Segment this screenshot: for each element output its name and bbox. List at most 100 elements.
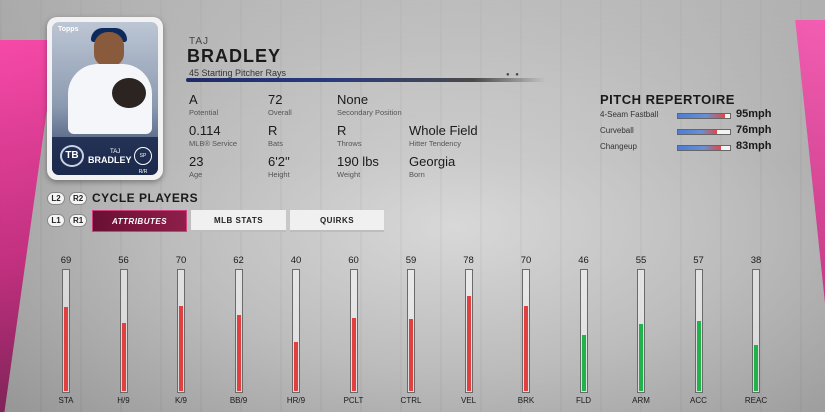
rating-bar-fill bbox=[236, 315, 241, 391]
rating-arm: 55 ARM bbox=[621, 255, 661, 412]
attr-label: Height bbox=[268, 170, 290, 179]
rating-pclt: 60 PCLT bbox=[334, 255, 374, 412]
rating-h-9: 56 H/9 bbox=[104, 255, 144, 412]
topps-logo: Topps bbox=[58, 26, 79, 33]
rating-label: ARM bbox=[632, 396, 650, 405]
pitch-speed: 76mph bbox=[736, 124, 772, 136]
attr-value: 190 lbs bbox=[337, 154, 379, 169]
r1-button[interactable]: R1 bbox=[69, 214, 87, 227]
pitch-bar-fill bbox=[678, 130, 717, 134]
attr-secondary-position: None Secondary Position bbox=[337, 92, 402, 117]
attr-value: Whole Field bbox=[409, 123, 478, 138]
rating-bar-fill bbox=[639, 323, 643, 391]
rating-sta: 69 STA bbox=[46, 255, 86, 412]
rating-value: 70 bbox=[175, 255, 187, 266]
rating-value: 70 bbox=[520, 255, 532, 266]
rating-label: FLD bbox=[575, 396, 592, 405]
rating-label: ACC bbox=[690, 396, 707, 405]
attr-value: 23 bbox=[189, 154, 204, 169]
rating-bar-track bbox=[522, 269, 530, 393]
pitch-speed: 83mph bbox=[736, 140, 772, 152]
attr-label: Hitter Tendency bbox=[409, 139, 461, 148]
rating-label: PCLT bbox=[343, 396, 364, 405]
pitch-bar bbox=[677, 113, 731, 119]
rating-bar-track bbox=[579, 269, 588, 393]
rating-bar-fill bbox=[351, 317, 356, 391]
card-last-name: BRADLEY bbox=[88, 155, 132, 165]
attr-overall: 72 Overall bbox=[268, 92, 292, 117]
name-underline bbox=[186, 78, 546, 82]
attr-value: A bbox=[189, 92, 198, 107]
rating-label: BB/9 bbox=[229, 396, 248, 405]
pitch-name: Curveball bbox=[600, 126, 634, 135]
rating-fld: 46 FLD bbox=[564, 255, 604, 412]
rating-bb-9: 62 BB/9 bbox=[219, 255, 259, 412]
rating-bar-track bbox=[407, 269, 415, 393]
rating-label: K/9 bbox=[174, 396, 187, 405]
attr-label: Secondary Position bbox=[337, 108, 402, 117]
cycle-players-label: CYCLE PLAYERS bbox=[92, 191, 199, 205]
rating-value: 59 bbox=[405, 255, 417, 266]
rating-bar-fill bbox=[409, 319, 413, 391]
l2-button[interactable]: L2 bbox=[47, 192, 65, 205]
r2-button[interactable]: R2 bbox=[69, 192, 87, 205]
attr-label: Overall bbox=[268, 108, 292, 117]
pitch-row: Changeup 83mph bbox=[600, 140, 780, 154]
rating-bar-track bbox=[177, 269, 185, 393]
rating-bar-track bbox=[694, 269, 703, 393]
rating-bar-fill bbox=[466, 295, 471, 391]
player-head bbox=[94, 32, 124, 66]
rating-ctrl: 59 CTRL bbox=[391, 255, 431, 412]
player-last-name: BRADLEY bbox=[187, 46, 282, 66]
player-glove bbox=[112, 78, 146, 108]
attr-mlb-service: 0.114 MLB® Service bbox=[189, 123, 237, 148]
attr-label: Bats bbox=[268, 139, 284, 148]
rating-value: 55 bbox=[635, 255, 647, 266]
attr-label: Weight bbox=[337, 170, 361, 179]
page-dots: ● ● bbox=[506, 72, 521, 78]
rating-bar-fill bbox=[121, 322, 126, 391]
attr-age: 23 Age bbox=[189, 154, 203, 179]
card-first-name: TAJ bbox=[110, 149, 121, 155]
attr-throws: R Throws bbox=[337, 123, 362, 148]
attr-value: 72 bbox=[268, 92, 283, 107]
card-position-badge: SP R/R bbox=[134, 147, 152, 175]
tab-quirks[interactable]: QUIRKS bbox=[290, 210, 384, 232]
rating-label: REAC bbox=[744, 396, 768, 405]
tab-mlb-stats[interactable]: MLB STATS bbox=[191, 210, 286, 232]
attr-value: None bbox=[337, 92, 369, 107]
pitch-row: 4-Seam Fastball 95mph bbox=[600, 108, 780, 122]
rating-value: 62 bbox=[233, 255, 244, 266]
attr-label: Age bbox=[189, 170, 203, 179]
player-card-art: Topps TB TAJ BRADLEY SP R/R bbox=[52, 22, 158, 175]
attr-born: Georgia Born bbox=[409, 154, 455, 179]
attr-label: MLB® Service bbox=[189, 139, 238, 148]
rating-bar-fill bbox=[294, 342, 298, 391]
rating-label: VEL bbox=[460, 396, 477, 405]
rating-acc: 57 ACC bbox=[679, 255, 719, 412]
pitch-repertoire-title: PITCH REPERTOIRE bbox=[600, 92, 735, 107]
rating-bar-fill bbox=[754, 344, 758, 391]
rating-value: 38 bbox=[750, 255, 762, 266]
attr-potential: A Potential bbox=[189, 92, 218, 117]
rating-value: 60 bbox=[348, 255, 359, 266]
rating-value: 57 bbox=[693, 255, 704, 266]
tab-attributes[interactable]: ATTRIBUTES bbox=[92, 210, 187, 232]
l1-button[interactable]: L1 bbox=[47, 214, 65, 227]
attr-label: Throws bbox=[337, 139, 362, 148]
attr-value: R bbox=[268, 123, 278, 138]
rating-bar-track bbox=[234, 269, 243, 393]
rating-reac: 38 REAC bbox=[736, 255, 776, 412]
rating-bar-track bbox=[292, 269, 300, 393]
attr-label: Born bbox=[409, 170, 425, 179]
player-subline: 45 Starting Pitcher Rays bbox=[189, 68, 287, 78]
rating-bar-fill bbox=[696, 321, 701, 391]
rating-bar-fill bbox=[179, 305, 183, 391]
rating-bar-track bbox=[119, 269, 128, 393]
rating-bar-track bbox=[349, 269, 358, 393]
rating-brk: 70 BRK bbox=[506, 255, 546, 412]
rating-bar-fill bbox=[581, 334, 586, 391]
attr-value: 6'2'' bbox=[268, 154, 290, 169]
rating-label: CTRL bbox=[400, 396, 422, 405]
attr-bats: R Bats bbox=[268, 123, 283, 148]
